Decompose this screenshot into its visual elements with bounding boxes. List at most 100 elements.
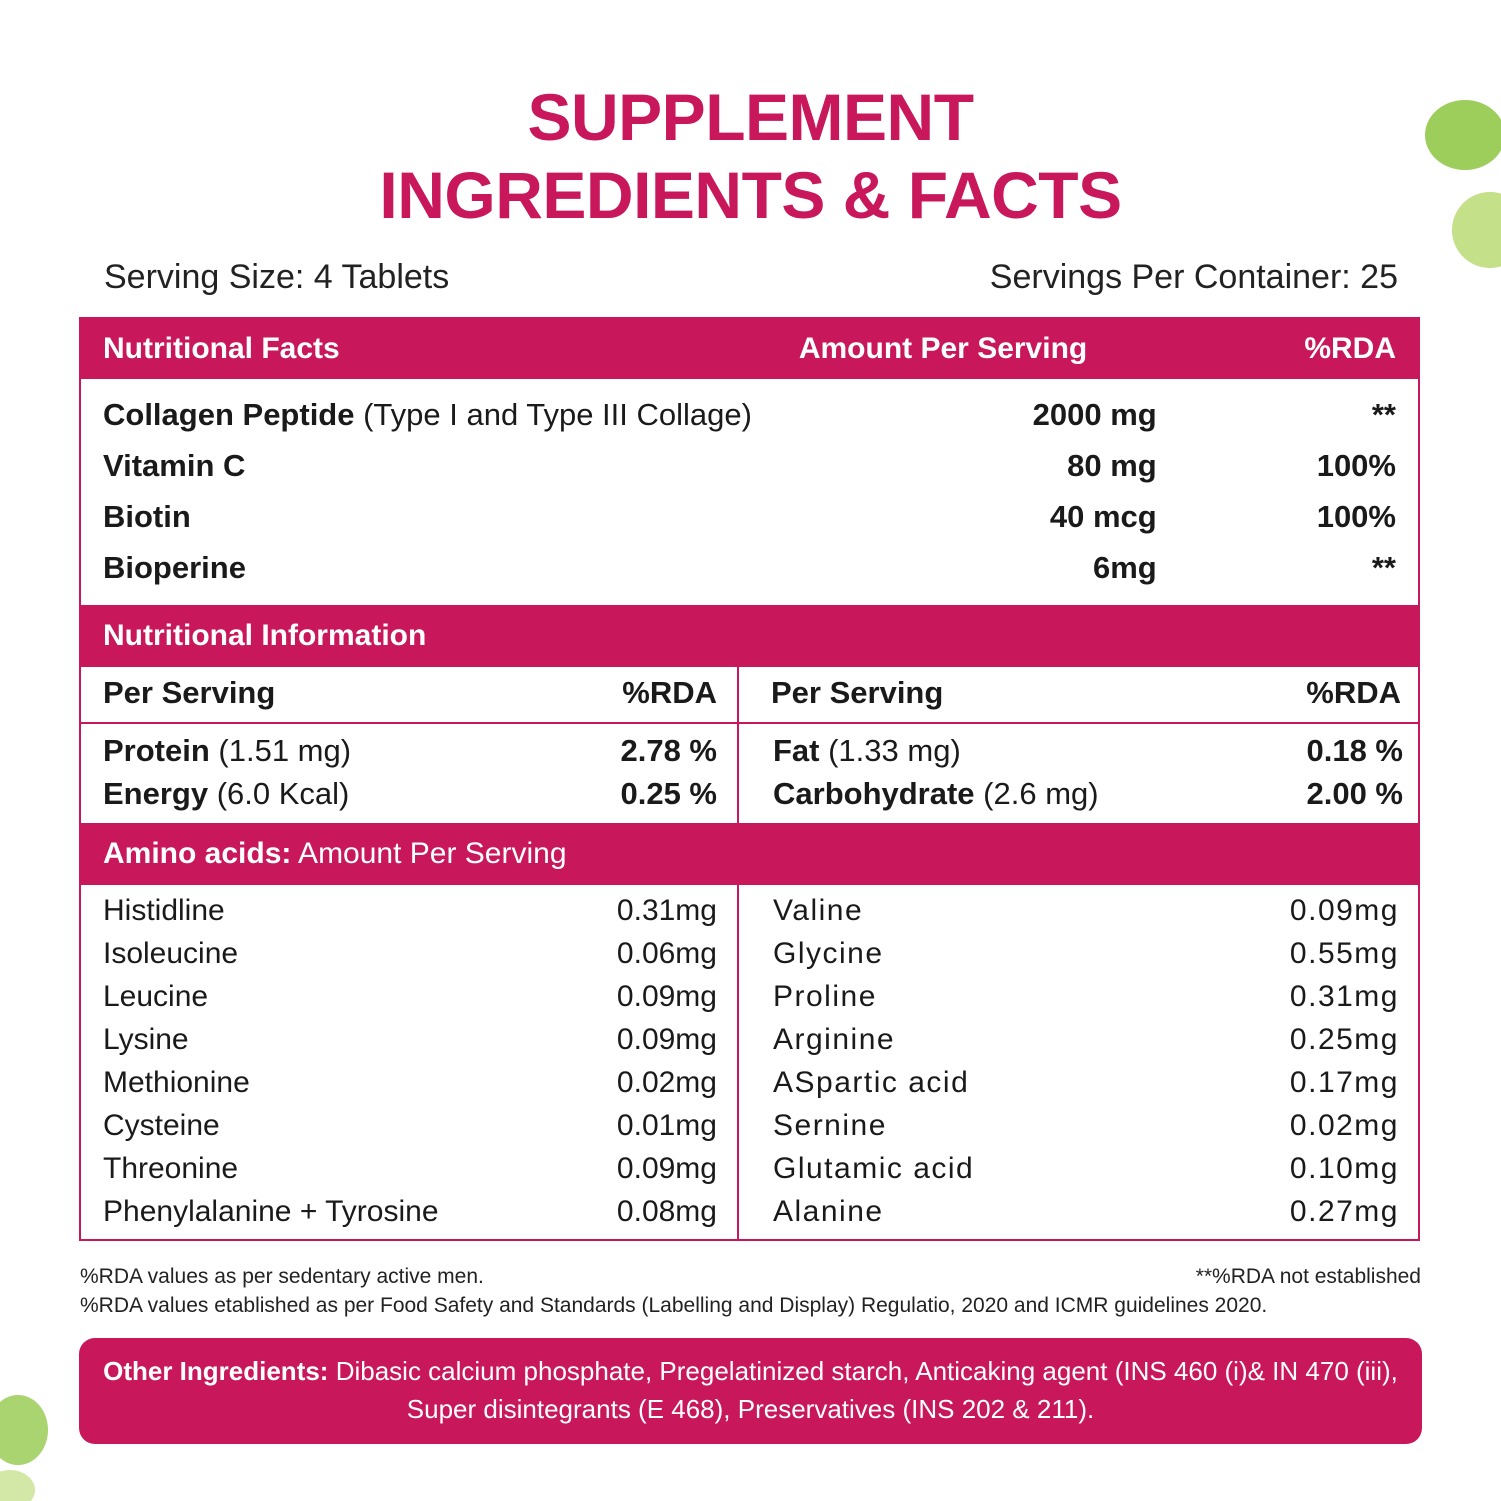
amino-acid-name: ASpartic acid — [773, 1066, 970, 1099]
facts-header: Nutritional Facts Amount Per Serving %RD… — [81, 319, 1418, 379]
serving-size: Serving Size: 4 Tablets — [104, 258, 450, 296]
info-subheader-rule — [81, 722, 1418, 724]
amino-acid-name: Isoleucine — [103, 937, 239, 970]
info-left-rda-value: 0.25 % — [620, 776, 717, 811]
amino-acid-value: 0.02mg — [1289, 1109, 1399, 1142]
facts-header-col3: %RDA — [1304, 332, 1396, 365]
amino-acid-value: 0.09mg — [616, 1152, 717, 1185]
amino-header-rest: Amount Per Serving — [291, 837, 567, 870]
info-right-rda-value: 0.18 % — [1306, 733, 1403, 768]
facts-row-rda: 100% — [1316, 499, 1396, 534]
footnote-not-established: **%RDA not established — [1195, 1265, 1421, 1288]
amino-acid-row: Valine 0.09mg — [773, 889, 1399, 932]
amino-acid-name: Cysteine — [103, 1109, 220, 1142]
amino-acid-value: 0.09mg — [1289, 894, 1399, 927]
amino-acid-row: Glycine 0.55mg — [773, 932, 1399, 975]
info-divider — [737, 667, 739, 823]
amino-acid-value: 0.06mg — [616, 937, 717, 970]
amino-acid-value: 0.31mg — [616, 894, 717, 927]
info-subheader-right: Per Serving %RDA — [771, 675, 1401, 711]
leaf-decoration-top-right — [1425, 100, 1501, 268]
facts-row: Vitamin C 80 mg 100% — [103, 442, 1396, 490]
amino-acid-name: Methionine — [103, 1066, 250, 1099]
amino-acid-name: Glycine — [773, 937, 884, 970]
info-right-name: Fat — [773, 733, 820, 768]
amino-divider — [737, 885, 739, 1241]
facts-row: Collagen Peptide (Type I and Type III Co… — [103, 391, 1396, 439]
amino-right-column: Valine 0.09mg Glycine 0.55mg Proline 0.31mg Ar… — [773, 889, 1399, 1233]
amino-header-bold: Amino acids: — [103, 837, 292, 870]
amino-acid-row: Alanine 0.27mg — [773, 1190, 1399, 1233]
facts-row-amount: 80 mg — [1067, 448, 1157, 483]
facts-row-amount: 40 mcg — [1049, 499, 1157, 534]
facts-row-name: Biotin — [103, 499, 191, 534]
other-ingredients-text: Dibasic calcium phosphate, Pregelatinize… — [328, 1356, 1398, 1424]
amino-acid-row: Methionine 0.02mg — [103, 1061, 717, 1104]
info-row-left: Energy (6.0 Kcal) 0.25 % — [103, 776, 717, 812]
facts-row-name: Vitamin C — [103, 448, 246, 483]
info-header: Nutritional Information — [81, 605, 1418, 667]
amino-acid-name: Alanine — [773, 1195, 884, 1228]
amino-acid-name: Phenylalanine + Tyrosine — [103, 1195, 439, 1228]
amino-acid-name: Glutamic acid — [773, 1152, 975, 1185]
amino-acid-name: Lysine — [103, 1023, 189, 1056]
amino-acid-row: Glutamic acid 0.10mg — [773, 1147, 1399, 1190]
amino-acid-value: 0.27mg — [1289, 1195, 1399, 1228]
amino-acid-name: Leucine — [103, 980, 209, 1013]
info-right-detail: (2.6 mg) — [974, 776, 1099, 811]
amino-acid-value: 0.10mg — [1289, 1152, 1399, 1185]
footnotes: %RDA values as per sedentary active men.… — [80, 1265, 1421, 1318]
amino-acid-value: 0.25mg — [1289, 1023, 1399, 1056]
amino-acid-row: Lysine 0.09mg — [103, 1018, 717, 1061]
amino-left-column: Histidline 0.31mg Isoleucine 0.06mg Leucine 0… — [103, 889, 717, 1233]
amino-acid-row: Cysteine 0.01mg — [103, 1104, 717, 1147]
other-ingredients-box: Other Ingredients: Dibasic calcium phosp… — [79, 1338, 1422, 1444]
facts-row-name: Collagen Peptide — [103, 397, 355, 432]
amino-acid-row: Histidline 0.31mg — [103, 889, 717, 932]
info-right-detail: (1.33 mg) — [819, 733, 961, 768]
title-line-2: INGREDIENTS & FACTS — [379, 158, 1122, 232]
amino-header: Amino acids: Amount Per Serving — [81, 823, 1418, 885]
amino-acid-row: Isoleucine 0.06mg — [103, 932, 717, 975]
info-row-left: Protein (1.51 mg) 2.78 % — [103, 733, 717, 769]
facts-row: Biotin 40 mcg 100% — [103, 493, 1396, 541]
facts-header-col1: Nutritional Facts — [103, 332, 340, 365]
amino-acid-value: 0.55mg — [1289, 937, 1399, 970]
amino-acid-value: 0.01mg — [616, 1109, 717, 1142]
info-left-detail: (6.0 Kcal) — [208, 776, 350, 811]
amino-acid-name: Proline — [773, 980, 877, 1013]
info-right-rda-value: 2.00 % — [1306, 776, 1403, 811]
amino-acid-name: Arginine — [773, 1023, 896, 1056]
amino-acid-name: Valine — [773, 894, 864, 927]
servings-per-container: Servings Per Container: 25 — [989, 258, 1398, 296]
facts-row-amount: 6mg — [1092, 550, 1157, 585]
footnote-regulation: %RDA values etablished as per Food Safet… — [80, 1294, 1268, 1317]
title-line-1: SUPPLEMENT — [527, 80, 974, 154]
info-left-per-serving: Per Serving — [103, 675, 276, 710]
info-right-per-serving: Per Serving — [771, 675, 944, 710]
amino-acid-row: ASpartic acid 0.17mg — [773, 1061, 1399, 1104]
facts-row-detail: (Type I and Type III Collage) — [354, 397, 752, 432]
page-title: SUPPLEMENT INGREDIENTS & FACTS — [0, 78, 1501, 234]
info-left-name: Protein — [103, 733, 210, 768]
amino-acid-value: 0.02mg — [616, 1066, 717, 1099]
other-ingredients-label: Other Ingredients: — [103, 1356, 329, 1386]
info-row-right: Fat (1.33 mg) 0.18 % — [773, 733, 1403, 769]
amino-acid-name: Threonine — [103, 1152, 239, 1185]
info-left-rda-value: 2.78 % — [620, 733, 717, 768]
amino-acid-value: 0.08mg — [616, 1195, 717, 1228]
facts-panel: Nutritional Facts Amount Per Serving %RD… — [79, 317, 1420, 1241]
amino-acid-value: 0.09mg — [616, 1023, 717, 1056]
amino-acid-row: Arginine 0.25mg — [773, 1018, 1399, 1061]
info-subheader-left: Per Serving %RDA — [103, 675, 717, 711]
amino-acid-value: 0.31mg — [1289, 980, 1399, 1013]
info-left-name: Energy — [103, 776, 209, 811]
facts-row-amount: 2000 mg — [1032, 397, 1157, 432]
facts-row-rda: ** — [1371, 397, 1396, 432]
amino-acid-row: Proline 0.31mg — [773, 975, 1399, 1018]
facts-row-rda: ** — [1371, 550, 1396, 585]
amino-acid-row: Sernine 0.02mg — [773, 1104, 1399, 1147]
leaf-decoration-bottom-left — [0, 1395, 48, 1501]
footnote-rda-basis: %RDA values as per sedentary active men. — [80, 1265, 484, 1288]
facts-row-rda: 100% — [1316, 448, 1396, 483]
